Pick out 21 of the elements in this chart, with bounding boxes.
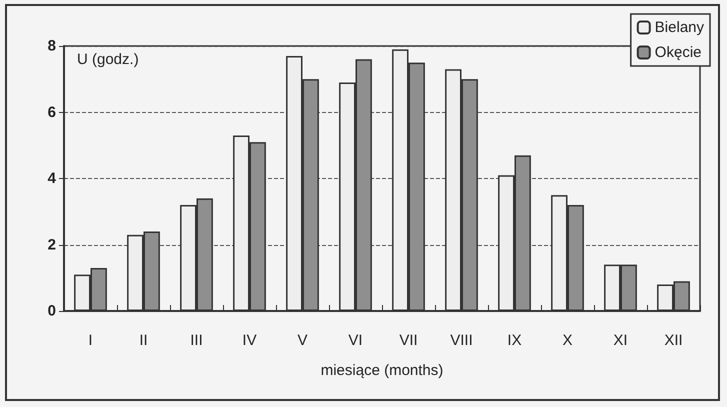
- x-tick-label: II: [139, 332, 148, 349]
- x-tick-label: IX: [507, 332, 522, 349]
- y-tick-label: 2: [48, 236, 56, 254]
- legend-label: Bielany: [654, 19, 704, 36]
- x-tick-label: XII: [664, 332, 683, 349]
- x-tick-label: VI: [348, 332, 363, 349]
- legend-label: Okęcie: [654, 44, 702, 61]
- x-tick-label: VIII: [450, 332, 473, 349]
- x-axis-title: miesiące (months): [320, 362, 444, 379]
- x-tick-label: V: [297, 332, 308, 349]
- x-tick-label: X: [562, 332, 573, 349]
- y-tick-label: 4: [48, 170, 57, 187]
- x-tick-label: XI: [613, 332, 628, 349]
- x-tick-label: III: [190, 332, 203, 349]
- x-tick-label: IV: [242, 332, 257, 349]
- y-tick-label: 6: [48, 104, 56, 121]
- y-tick-label: 8: [48, 38, 56, 54]
- y-axis-title: U (godz.): [77, 51, 139, 68]
- y-tick-label: 0: [48, 302, 56, 320]
- x-tick-label: I: [88, 332, 93, 349]
- x-tick-label: VII: [399, 332, 418, 349]
